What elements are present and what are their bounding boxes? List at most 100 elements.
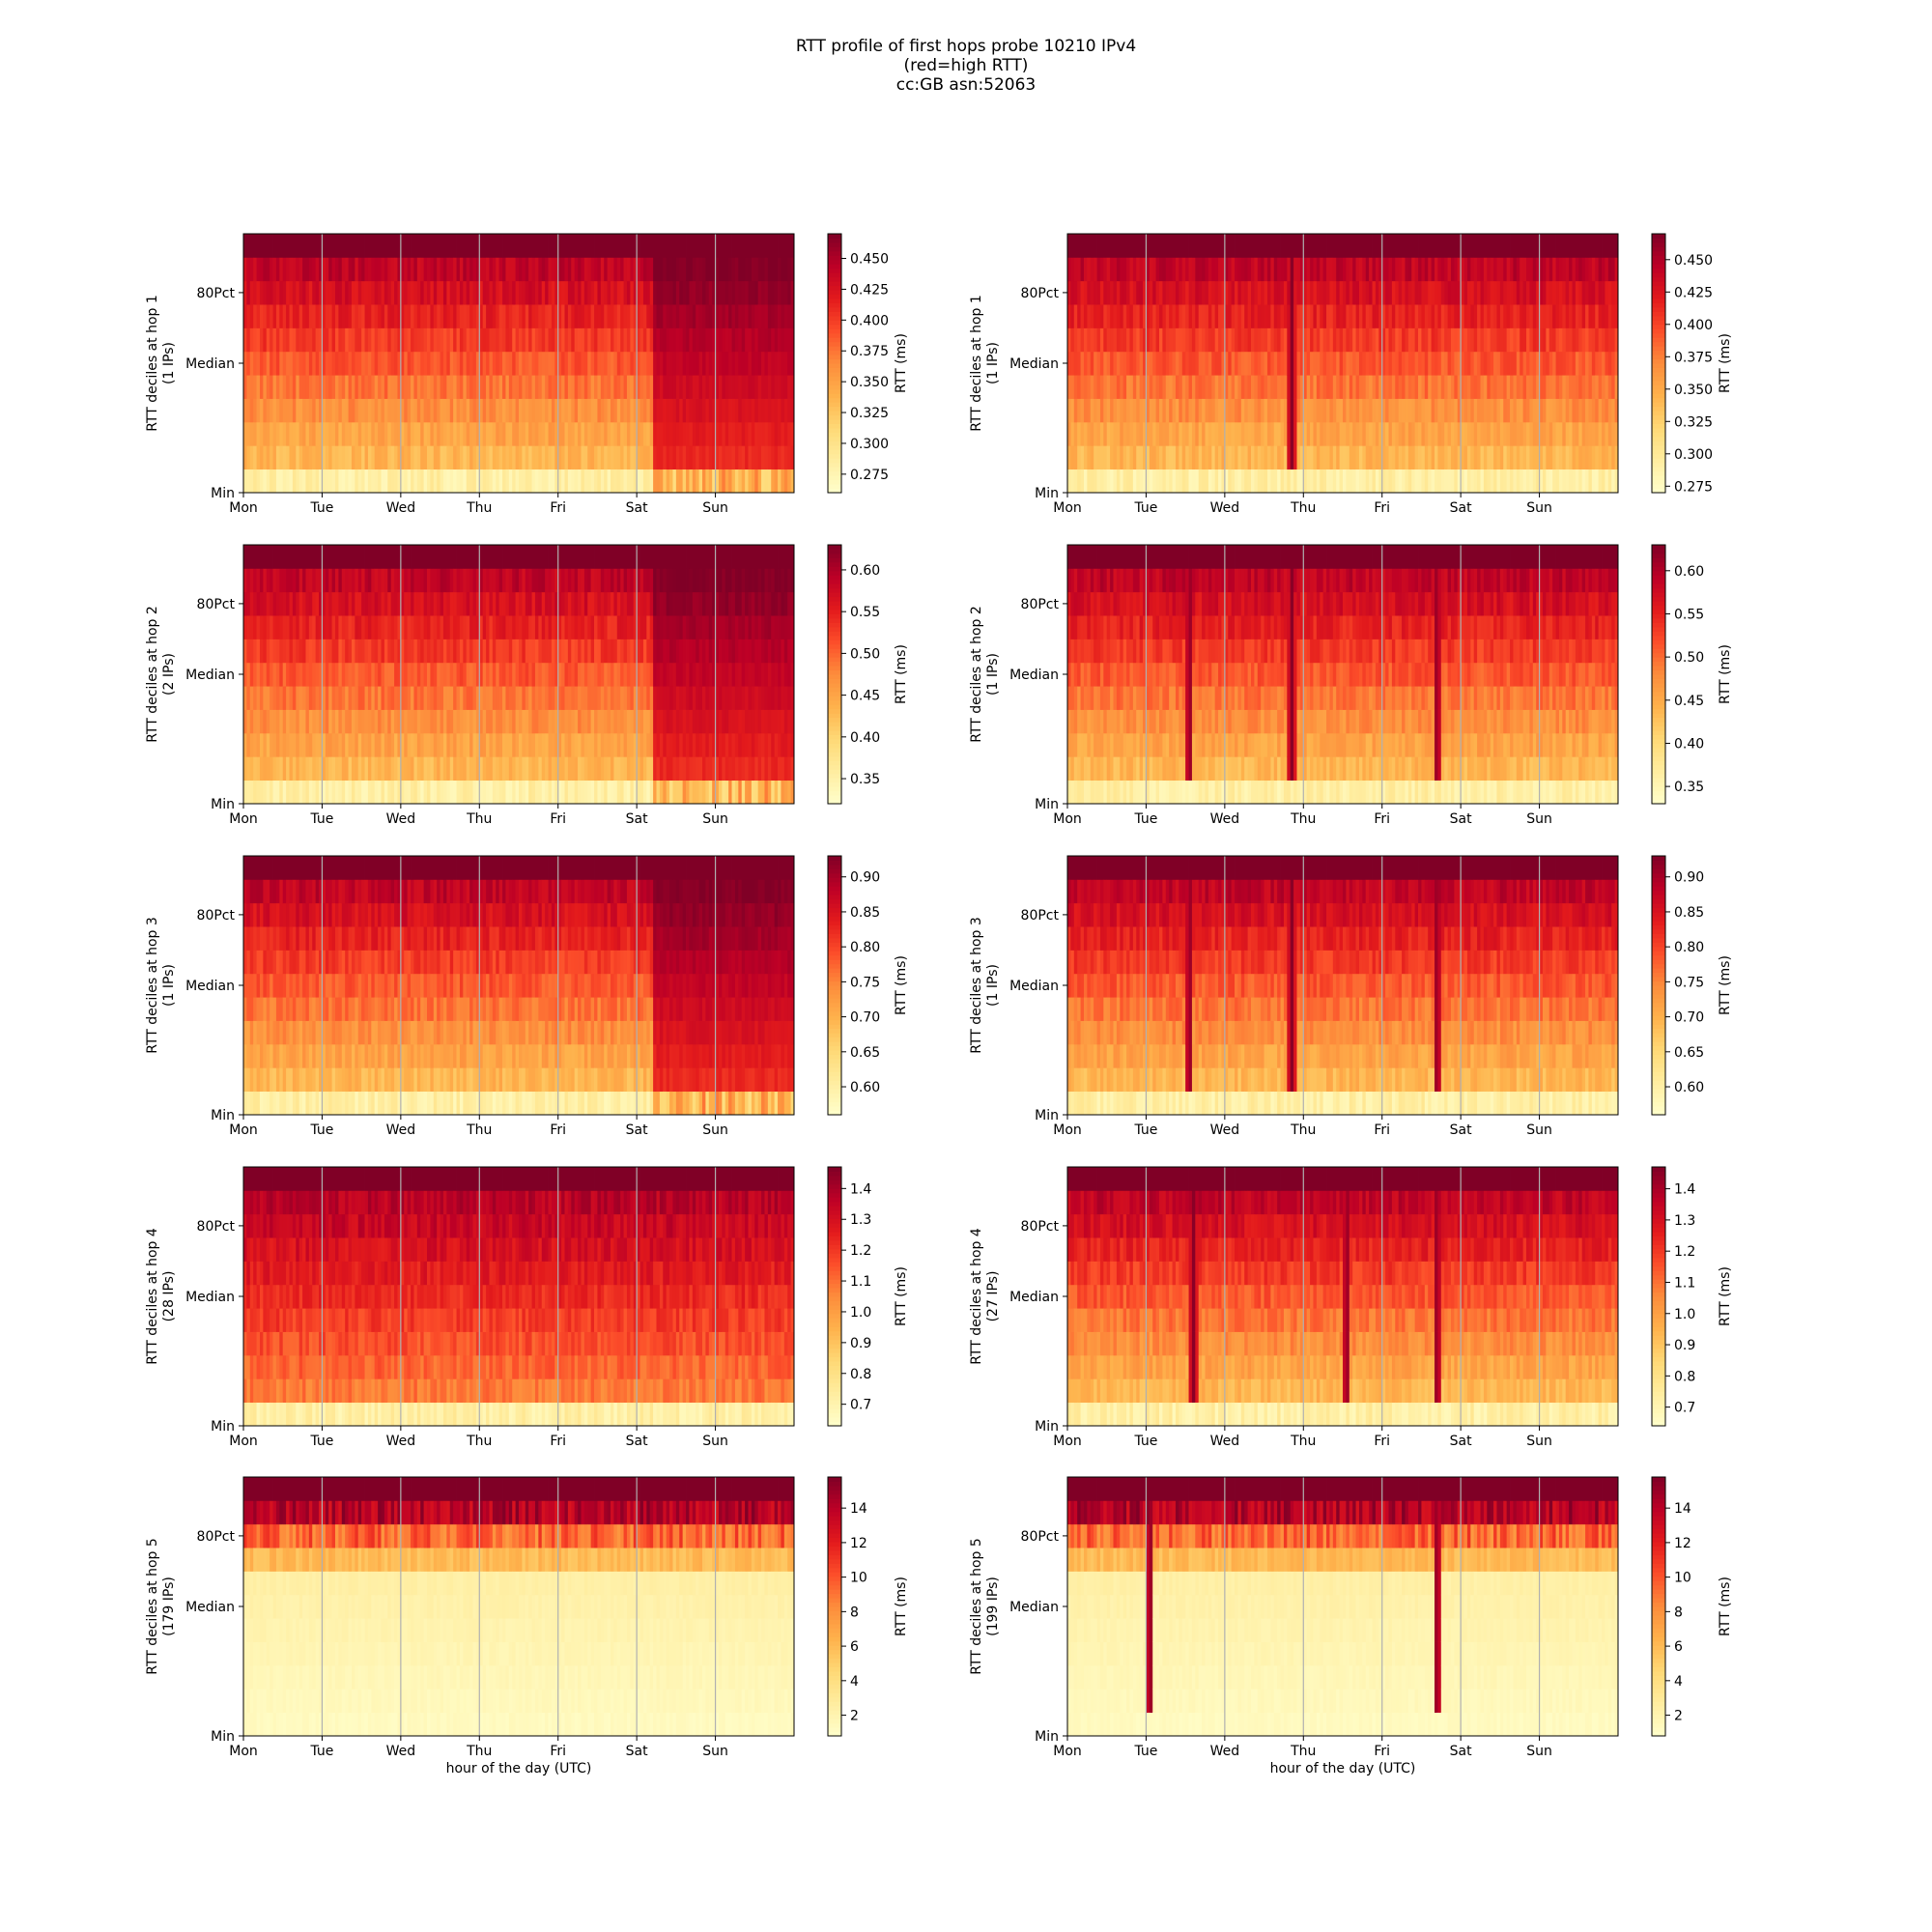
heatmap-cell: [1520, 445, 1523, 469]
heatmap-cell: [394, 257, 398, 281]
heatmap-cell: [1496, 422, 1500, 446]
heatmap-cell: [1326, 399, 1330, 423]
heatmap-cell: [253, 733, 257, 757]
heatmap-cell: [1166, 304, 1170, 328]
heatmap-cell: [358, 756, 362, 781]
heatmap-cell: [430, 615, 434, 639]
heatmap-cell: [519, 375, 523, 399]
heatmap-cell: [565, 422, 569, 446]
heatmap-cell: [1470, 327, 1474, 352]
heatmap-cell: [316, 281, 320, 305]
heatmap-cell: [787, 327, 791, 352]
heatmap-cell: [613, 257, 617, 281]
heatmap-cell: [646, 304, 650, 328]
heatmap-cell: [679, 469, 683, 494]
colorbar-segment: [1652, 277, 1665, 282]
heatmap-cell: [453, 686, 457, 710]
heatmap-cell: [699, 257, 703, 281]
heatmap-cell: [653, 304, 657, 328]
heatmap-cell: [1329, 375, 1333, 399]
heatmap-cell: [257, 592, 261, 616]
heatmap-cell: [335, 545, 339, 569]
heatmap-cell: [587, 281, 591, 305]
heatmap-cell: [538, 469, 542, 494]
heatmap-cell: [597, 304, 601, 328]
heatmap-cell: [745, 422, 749, 446]
heatmap-cell: [368, 281, 372, 305]
heatmap-cell: [260, 281, 264, 305]
heatmap-cell: [338, 327, 342, 352]
heatmap-cell: [467, 257, 470, 281]
heatmap-cell: [483, 663, 487, 687]
heatmap-cell: [1411, 257, 1415, 281]
heatmap-cell: [1133, 304, 1137, 328]
heatmap-cell: [1100, 375, 1104, 399]
heatmap-cell: [345, 592, 349, 616]
heatmap-cell: [1611, 304, 1615, 328]
heatmap-cell: [1103, 422, 1107, 446]
heatmap-cell: [1520, 399, 1523, 423]
heatmap-cell: [1211, 304, 1215, 328]
heatmap-cell: [535, 445, 539, 469]
heatmap-cell: [561, 257, 565, 281]
heatmap-cell: [764, 257, 768, 281]
heatmap-cell: [328, 327, 332, 352]
heatmap-cell: [1582, 375, 1586, 399]
heatmap-cell: [493, 568, 497, 592]
heatmap-cell: [384, 615, 388, 639]
heatmap-cell: [326, 352, 329, 376]
heatmap-cell: [293, 234, 297, 258]
heatmap-cell: [417, 663, 421, 687]
heatmap-cell: [499, 756, 503, 781]
heatmap-cell: [391, 733, 395, 757]
heatmap-cell: [676, 445, 680, 469]
heatmap-cell: [499, 234, 503, 258]
heatmap-cell: [1087, 445, 1091, 469]
heatmap-cell: [1317, 304, 1321, 328]
heatmap-cell: [1496, 257, 1500, 281]
heatmap-cell: [1169, 234, 1173, 258]
heatmap-cell: [246, 663, 250, 687]
heatmap-cell: [1084, 422, 1088, 446]
heatmap-cell: [1211, 422, 1215, 446]
heatmap-cell: [1215, 327, 1219, 352]
heatmap-cell: [496, 663, 499, 687]
heatmap-cell: [608, 399, 611, 423]
heatmap-cell: [450, 234, 454, 258]
heatmap-cell: [424, 545, 428, 569]
heatmap-cell: [355, 304, 358, 328]
heatmap-cell: [326, 469, 329, 494]
x-tick-label: Mon: [1053, 500, 1082, 516]
heatmap-cell: [496, 781, 499, 805]
heatmap-cell: [561, 327, 565, 352]
heatmap-cell: [338, 375, 342, 399]
heatmap-cell: [328, 445, 332, 469]
heatmap-cell: [1070, 281, 1074, 305]
heatmap-cell: [276, 327, 280, 352]
heatmap-cell: [764, 469, 768, 494]
heatmap-cell: [1074, 375, 1078, 399]
heatmap-cell: [427, 639, 431, 663]
heatmap-cell: [1359, 327, 1363, 352]
heatmap-cell: [1091, 422, 1094, 446]
heatmap-cell: [646, 234, 650, 258]
heatmap-cell: [650, 469, 654, 494]
heatmap-cell: [660, 422, 664, 446]
heatmap-cell: [489, 281, 493, 305]
heatmap-cell: [279, 304, 283, 328]
heatmap-cell: [1566, 304, 1570, 328]
heatmap-cell: [378, 592, 382, 616]
heatmap-cell: [587, 234, 591, 258]
heatmap-cell: [424, 710, 428, 734]
heatmap-cell: [719, 422, 723, 446]
heatmap-cell: [460, 592, 464, 616]
heatmap-cell: [660, 281, 664, 305]
heatmap-cell: [509, 756, 513, 781]
heatmap-cell: [411, 592, 414, 616]
heatmap-cell: [365, 615, 369, 639]
heatmap-cell: [502, 545, 506, 569]
heatmap-cell: [296, 781, 299, 805]
heatmap-cell: [1432, 445, 1435, 469]
heatmap-cell: [467, 445, 470, 469]
heatmap-cell: [267, 352, 270, 376]
